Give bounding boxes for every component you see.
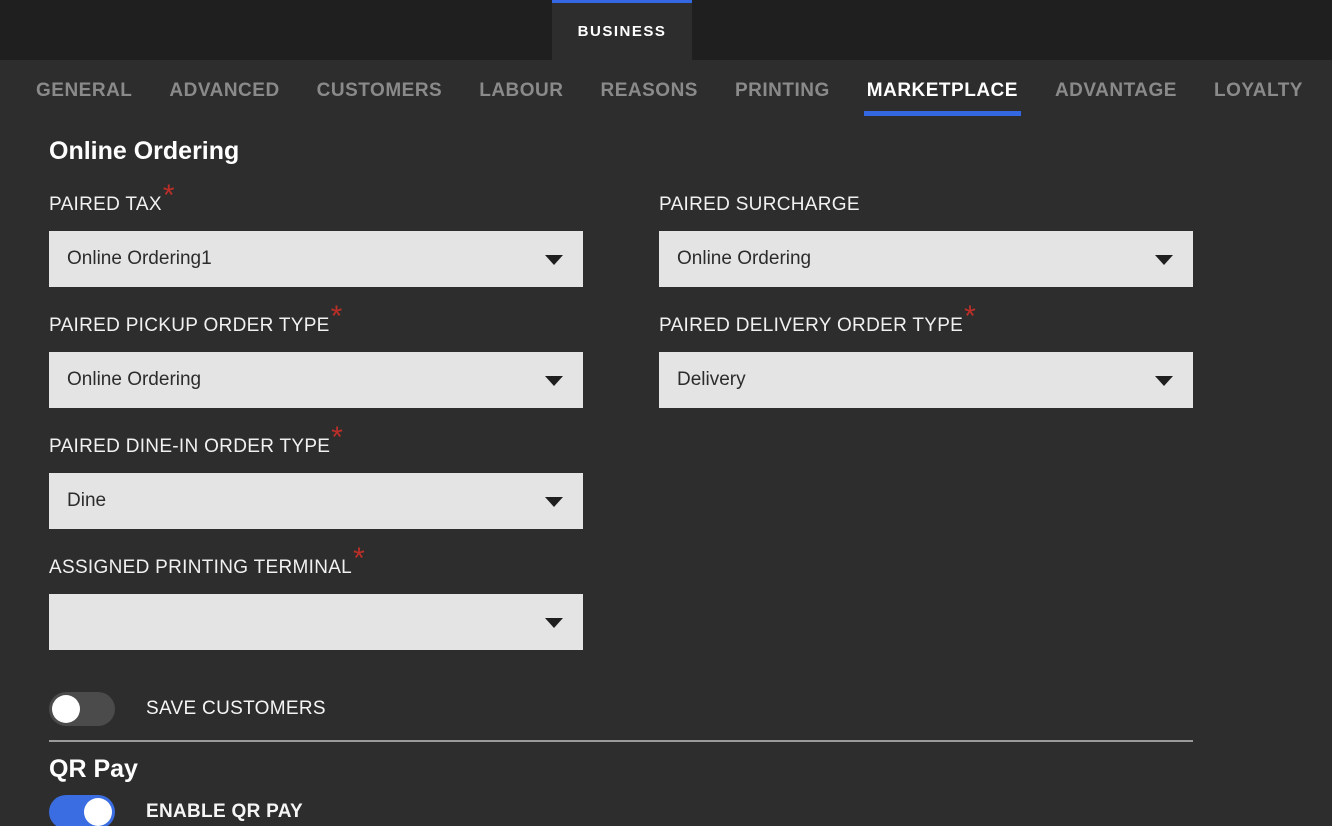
select-value: Online Ordering [677,248,812,269]
online-ordering-section-title: Online Ordering [49,137,240,165]
field-paired-pickup-order-type: PAIRED PICKUP ORDER TYPE* Online Orderin… [49,302,583,408]
toggle-knob [84,798,112,826]
assigned-printing-terminal-select[interactable] [49,594,583,650]
required-asterisk: * [330,300,343,333]
field-paired-delivery-order-type: PAIRED DELIVERY ORDER TYPE* Delivery [659,302,1193,408]
required-asterisk: * [353,542,366,575]
enable-qr-pay-row: ENABLE QR PAY [49,795,1193,826]
save-customers-row: SAVE CUSTOMERS [49,692,1193,726]
marketplace-settings-panel: Online Ordering PAIRED TAX* Online Order… [49,136,1193,826]
tab-reasons[interactable]: REASONS [600,80,698,101]
label-text: PAIRED SURCHARGE [659,194,860,215]
paired-dine-in-order-type-select[interactable]: Dine [49,473,583,529]
save-customers-label: SAVE CUSTOMERS [146,698,326,719]
field-assigned-printing-terminal: ASSIGNED PRINTING TERMINAL* [49,544,583,650]
tab-general[interactable]: GENERAL [36,80,133,101]
tab-business[interactable]: BUSINESS [552,0,692,60]
tab-labour[interactable]: LABOUR [479,80,564,101]
settings-tab-nav: GENERAL ADVANCED CUSTOMERS LABOUR REASON… [0,60,1332,116]
toggle-knob [52,695,80,723]
tab-printing[interactable]: PRINTING [734,80,830,101]
chevron-down-icon [1155,376,1173,386]
select-value: Online Ordering [67,369,202,390]
paired-pickup-order-type-label: PAIRED PICKUP ORDER TYPE* [49,302,583,339]
paired-delivery-order-type-label: PAIRED DELIVERY ORDER TYPE* [659,302,1193,339]
enable-qr-pay-label: ENABLE QR PAY [146,801,303,822]
label-text: ASSIGNED PRINTING TERMINAL [49,557,353,578]
paired-tax-label: PAIRED TAX* [49,181,583,218]
tab-marketplace[interactable]: MARKETPLACE [863,80,1021,116]
select-value: Online Ordering1 [67,248,212,269]
chevron-down-icon [545,497,563,507]
chevron-down-icon [1155,255,1173,265]
paired-pickup-order-type-select[interactable]: Online Ordering [49,352,583,408]
save-customers-toggle[interactable] [49,692,115,726]
empty-grid-cell [659,434,1193,555]
select-value: Delivery [677,369,746,390]
label-text: PAIRED PICKUP ORDER TYPE [49,315,330,336]
label-text: PAIRED DINE-IN ORDER TYPE [49,436,331,457]
required-asterisk: * [331,421,344,454]
section-divider [49,740,1193,742]
paired-dine-in-order-type-label: PAIRED DINE-IN ORDER TYPE* [49,423,583,460]
chevron-down-icon [545,255,563,265]
enable-qr-pay-toggle[interactable] [49,795,115,826]
paired-surcharge-select[interactable]: Online Ordering [659,231,1193,287]
chevron-down-icon [545,376,563,386]
paired-surcharge-label: PAIRED SURCHARGE [659,192,1193,218]
top-header-bar: BUSINESS [0,0,1332,60]
required-asterisk: * [162,179,175,212]
qr-pay-section-title: QR Pay [49,755,138,783]
assigned-printing-terminal-label: ASSIGNED PRINTING TERMINAL* [49,544,583,581]
tab-advanced[interactable]: ADVANCED [169,80,280,101]
chevron-down-icon [545,618,563,628]
field-paired-dine-in-order-type: PAIRED DINE-IN ORDER TYPE* Dine [49,423,583,529]
label-text: PAIRED TAX [49,194,162,215]
select-value: Dine [67,490,107,511]
field-paired-surcharge: PAIRED SURCHARGE Online Ordering [659,192,1193,287]
tab-customers[interactable]: CUSTOMERS [316,80,443,101]
paired-delivery-order-type-select[interactable]: Delivery [659,352,1193,408]
required-asterisk: * [964,300,977,333]
tab-loyalty[interactable]: LOYALTY [1213,80,1303,101]
tab-advantage[interactable]: ADVANTAGE [1054,80,1177,101]
field-paired-tax: PAIRED TAX* Online Ordering1 [49,181,583,287]
label-text: PAIRED DELIVERY ORDER TYPE [659,315,964,336]
paired-tax-select[interactable]: Online Ordering1 [49,231,583,287]
online-ordering-fields: PAIRED TAX* Online Ordering1 PAIRED SURC… [49,181,1193,676]
